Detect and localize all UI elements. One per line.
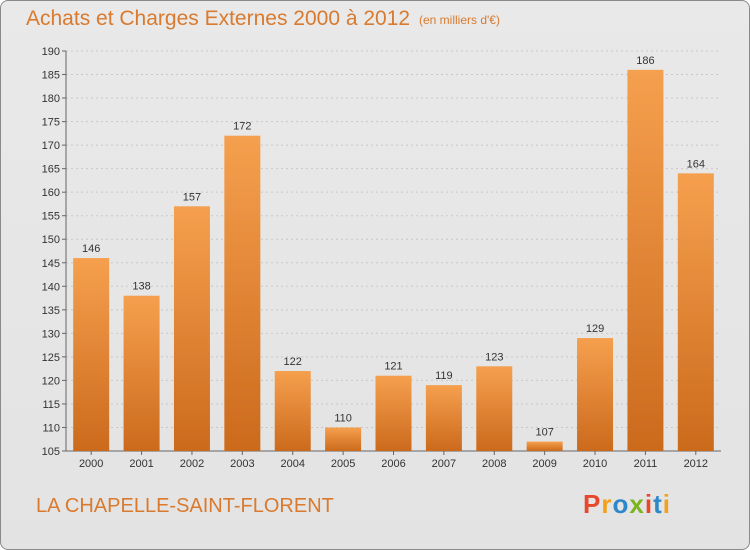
chart-title: Achats et Charges Externes 2000 à 2012 xyxy=(26,7,411,30)
y-tick-label: 150 xyxy=(42,234,60,246)
bar xyxy=(173,206,210,451)
logo-letter: P xyxy=(583,489,602,519)
y-tick-label: 130 xyxy=(42,328,60,340)
bar-value-label: 123 xyxy=(485,351,503,363)
y-tick-label: 145 xyxy=(42,258,60,270)
x-tick-label: 2007 xyxy=(432,458,456,470)
bar xyxy=(224,135,261,452)
logo-letter: o xyxy=(612,489,630,519)
x-tick-label: 2000 xyxy=(79,458,103,470)
bar-value-label: 157 xyxy=(183,191,201,203)
bar xyxy=(425,385,462,451)
chart-unit-note: (en milliers d'€) xyxy=(419,13,500,27)
y-tick-label: 170 xyxy=(42,140,60,152)
y-tick-label: 115 xyxy=(42,399,60,411)
bar-value-label: 186 xyxy=(636,55,654,67)
x-tick-label: 2005 xyxy=(331,458,355,470)
y-tick-label: 120 xyxy=(42,375,60,387)
x-tick-label: 2002 xyxy=(180,458,204,470)
y-tick-label: 140 xyxy=(42,281,60,293)
y-tick-label: 185 xyxy=(42,70,60,82)
y-tick-label: 165 xyxy=(42,164,60,176)
y-tick-label: 160 xyxy=(42,187,60,199)
bar xyxy=(73,258,110,451)
x-tick-label: 2001 xyxy=(129,458,153,470)
y-tick-label: 110 xyxy=(42,422,60,434)
x-tick-label: 2010 xyxy=(583,458,607,470)
bar xyxy=(577,338,614,451)
bar xyxy=(375,375,412,451)
y-tick-label: 190 xyxy=(42,46,60,58)
bar-value-label: 138 xyxy=(132,281,150,293)
logo-letter: r xyxy=(601,489,613,519)
bar-value-label: 107 xyxy=(535,427,553,439)
bar-value-label: 146 xyxy=(82,243,100,255)
bar-value-label: 122 xyxy=(284,356,302,368)
bar xyxy=(476,366,513,451)
logo-letter: i xyxy=(644,489,654,519)
x-tick-label: 2003 xyxy=(230,458,254,470)
x-tick-label: 2011 xyxy=(634,458,658,470)
x-tick-label: 2006 xyxy=(381,458,405,470)
bar xyxy=(677,173,714,451)
y-tick-label: 155 xyxy=(42,211,60,223)
bar xyxy=(627,69,664,451)
bar xyxy=(526,441,563,451)
x-tick-label: 2008 xyxy=(482,458,506,470)
proxiti-logo: Proxiti xyxy=(583,489,671,520)
x-tick-label: 2004 xyxy=(280,458,304,470)
y-tick-label: 180 xyxy=(42,93,60,105)
bar-value-label: 129 xyxy=(586,323,604,335)
logo-letter: i xyxy=(662,489,671,519)
bar xyxy=(123,295,160,451)
bar-value-label: 121 xyxy=(384,361,402,373)
x-tick-label: 2012 xyxy=(684,458,708,470)
y-tick-label: 125 xyxy=(42,352,60,364)
bar-value-label: 110 xyxy=(334,412,352,424)
logo-letter: x xyxy=(629,489,645,519)
bar xyxy=(274,371,311,451)
x-tick-label: 2009 xyxy=(532,458,556,470)
bar xyxy=(325,427,362,451)
y-tick-label: 175 xyxy=(42,117,60,129)
logo-letter: t xyxy=(653,489,663,519)
y-tick-label: 105 xyxy=(42,446,60,458)
bar-value-label: 164 xyxy=(687,158,705,170)
y-tick-label: 135 xyxy=(42,305,60,317)
bar-value-label: 172 xyxy=(233,121,251,133)
commune-name: LA CHAPELLE-SAINT-FLORENT xyxy=(36,495,334,517)
bar-value-label: 119 xyxy=(435,370,453,382)
